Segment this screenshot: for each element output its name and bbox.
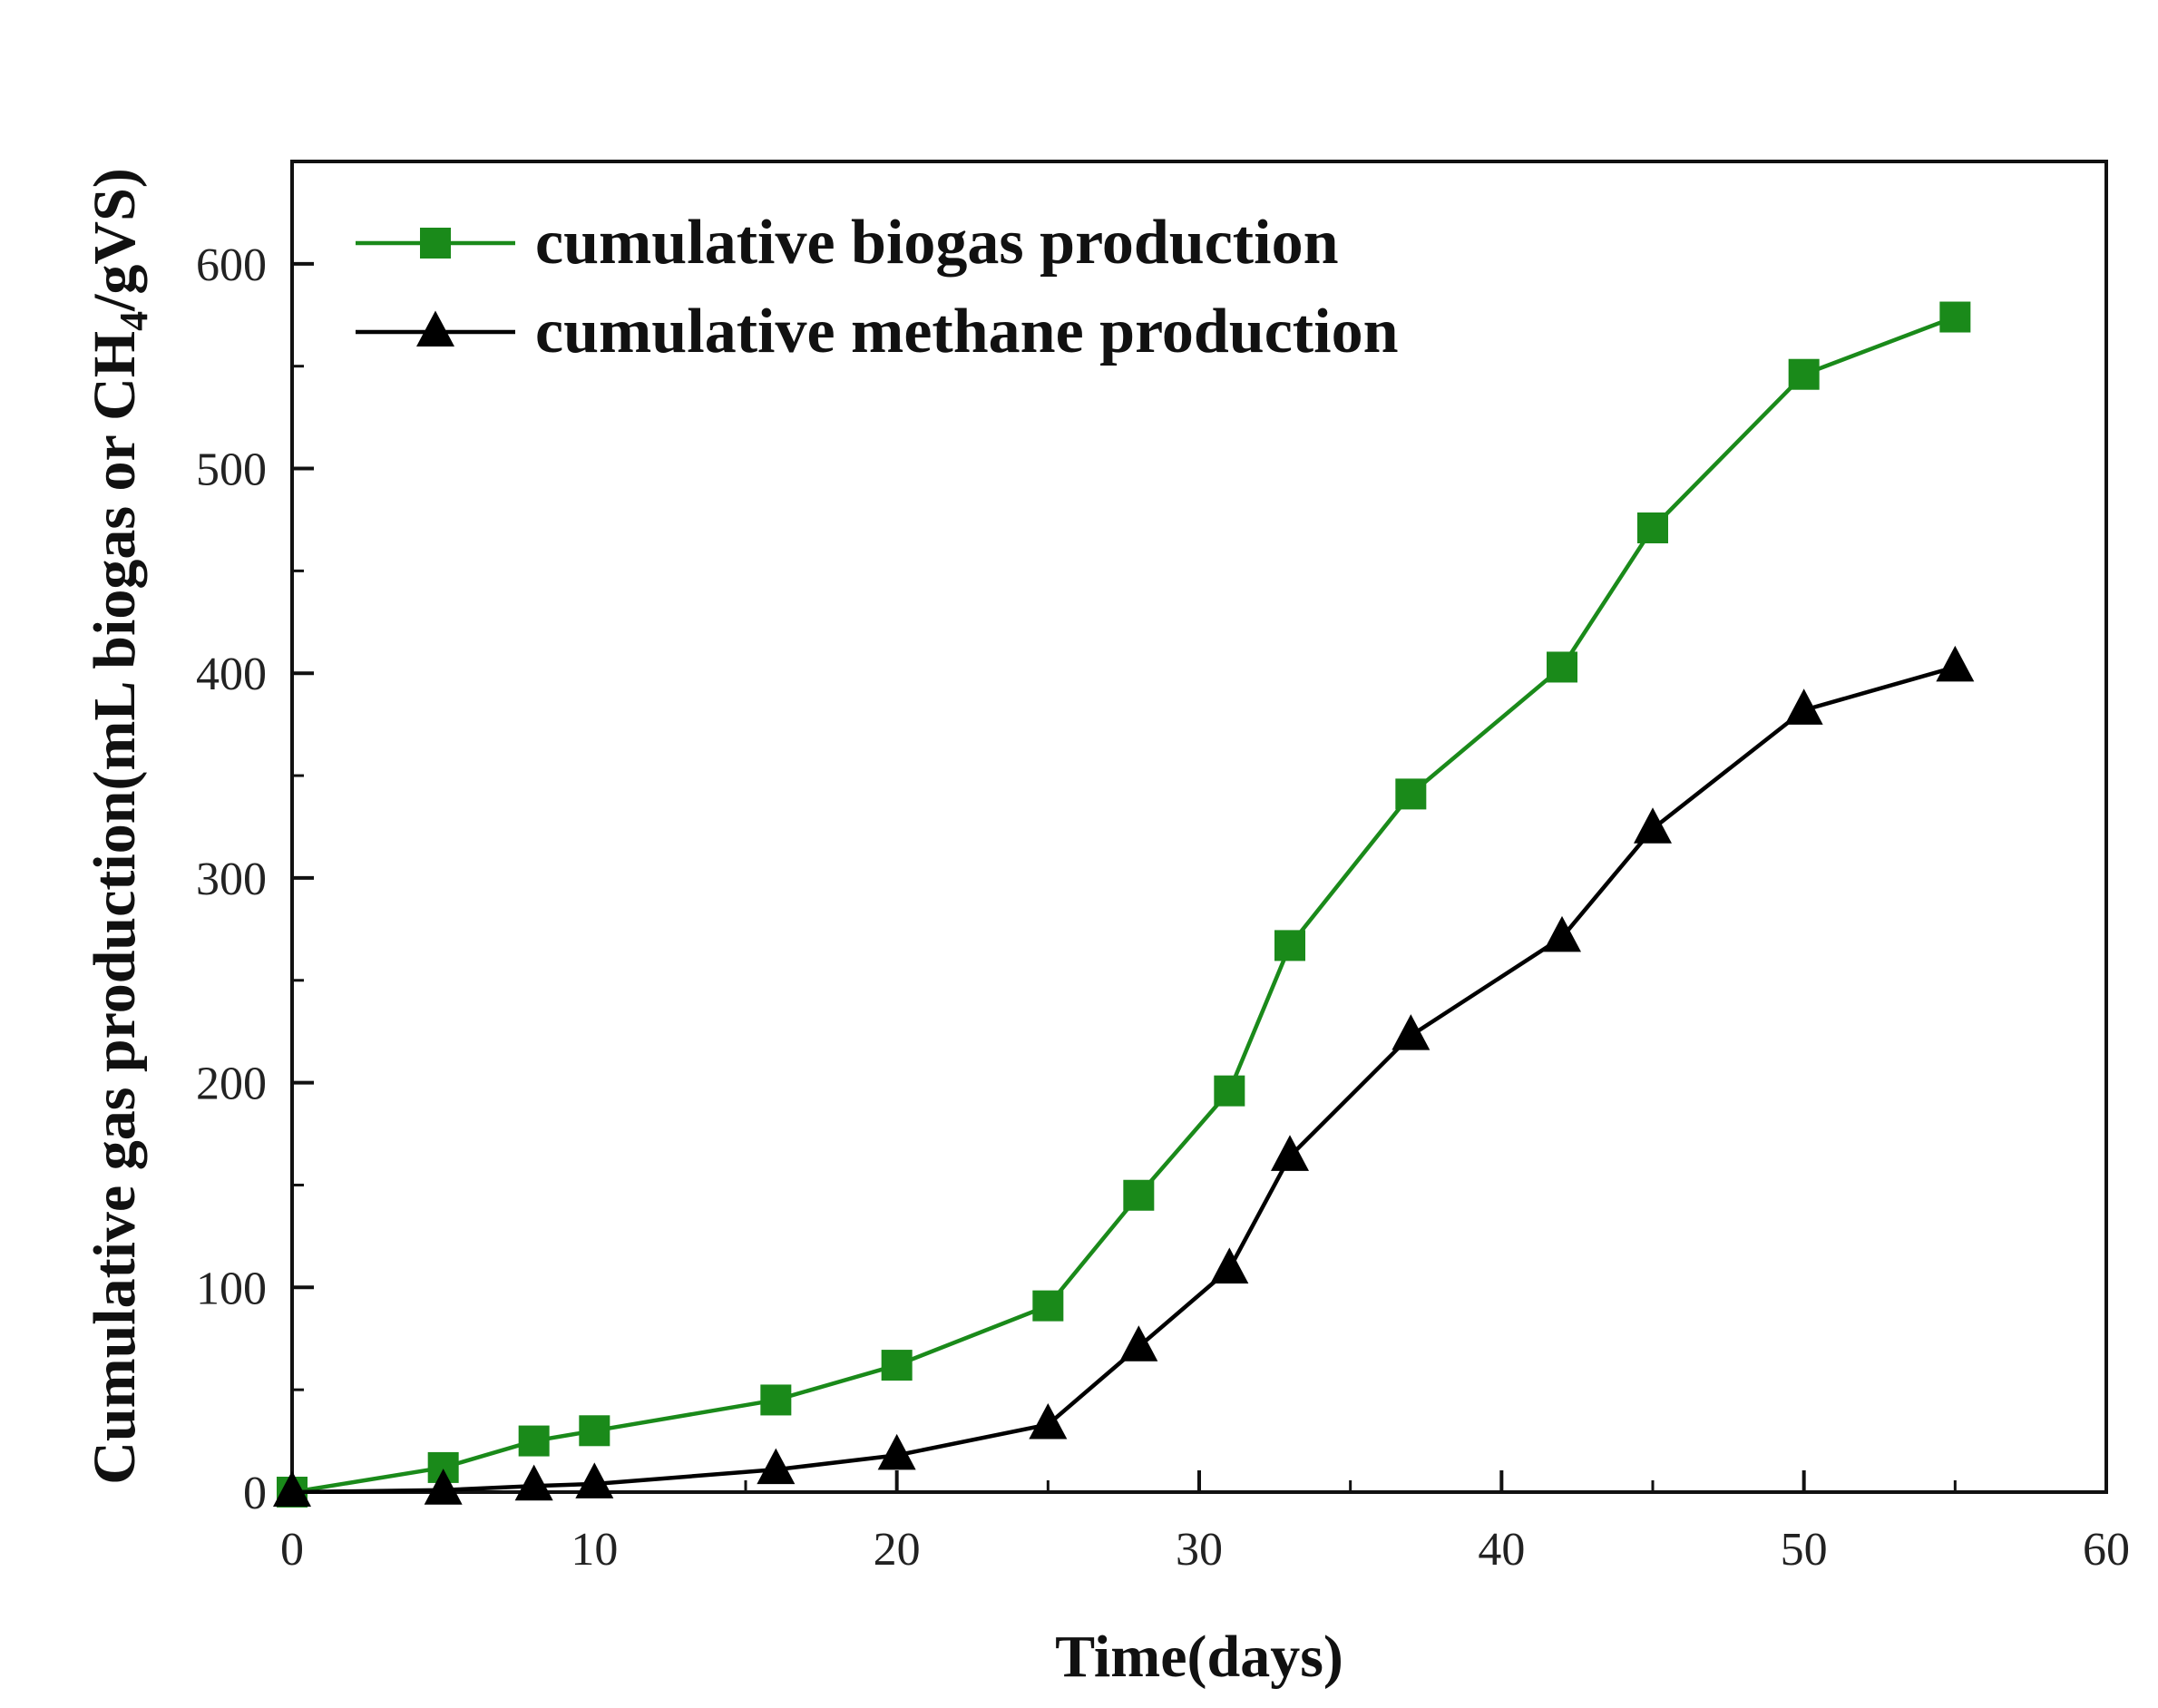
x-tick-label: 40	[1478, 1524, 1525, 1576]
y-tick-label: 200	[196, 1059, 267, 1110]
series-line	[291, 315, 1957, 1495]
methane-point	[514, 1464, 553, 1501]
methane-point	[1391, 1014, 1431, 1050]
methane-point	[757, 1448, 796, 1485]
biogas-point	[1123, 1179, 1155, 1211]
methane-point	[877, 1433, 916, 1470]
biogas-point	[1032, 1290, 1064, 1322]
methane-point	[273, 1470, 311, 1507]
x-tick-label: 50	[1781, 1524, 1828, 1576]
x-tick-label: 60	[2083, 1524, 2130, 1576]
methane-point	[1784, 688, 1823, 725]
y-tick-label: 400	[196, 649, 267, 700]
biogas-point	[1788, 358, 1820, 390]
biogas-point	[760, 1384, 792, 1416]
legend-label: cumulative methane production	[535, 297, 1399, 366]
biogas-point	[1214, 1075, 1245, 1107]
x-axis-title: Time(days)	[1055, 1624, 1343, 1690]
methane-point	[1029, 1402, 1068, 1440]
biogas-point	[1274, 930, 1305, 961]
biogas-point	[518, 1425, 550, 1457]
methane-point	[1543, 915, 1581, 952]
y-tick-label: 300	[196, 854, 267, 905]
y-axis-title-main: Cumulative gas production(mL biogas or C…	[82, 331, 148, 1485]
series-layer	[273, 301, 1975, 1508]
biogas-point	[1395, 778, 1427, 810]
biogas-point	[579, 1415, 610, 1447]
legend-marker	[416, 310, 454, 346]
biogas-point	[881, 1350, 913, 1381]
y-axis-title-suffix: /gVS)	[82, 168, 148, 312]
methane-point	[575, 1462, 614, 1498]
series-line	[291, 665, 1956, 1495]
methane-point	[1210, 1247, 1249, 1283]
y-tick-label: 100	[196, 1263, 267, 1314]
methane-point	[1119, 1325, 1158, 1362]
methane-point	[1936, 645, 1975, 682]
y-tick-label: 600	[196, 239, 267, 291]
methane-point	[424, 1469, 463, 1505]
x-tick-label: 30	[1176, 1524, 1223, 1576]
legend-label: cumulative biogas production	[535, 208, 1339, 278]
legend-marker	[420, 228, 451, 259]
methane-point	[1271, 1135, 1309, 1171]
x-tick-label: 20	[874, 1524, 921, 1576]
biogas-point	[1547, 651, 1577, 683]
y-axis-title: Cumulative gas production(mL biogas or C…	[82, 168, 156, 1485]
x-tick-label: 10	[571, 1524, 618, 1576]
y-tick-label: 0	[243, 1468, 267, 1519]
biogas-point	[1939, 301, 1971, 333]
methane-point	[1634, 807, 1672, 844]
legend: cumulative biogas production cumulative m…	[356, 208, 1399, 366]
y-tick-label: 500	[196, 444, 267, 496]
x-tick-label: 0	[280, 1524, 304, 1576]
y-axis-title-subscript: 4	[112, 311, 156, 331]
biogas-point	[1637, 512, 1668, 543]
